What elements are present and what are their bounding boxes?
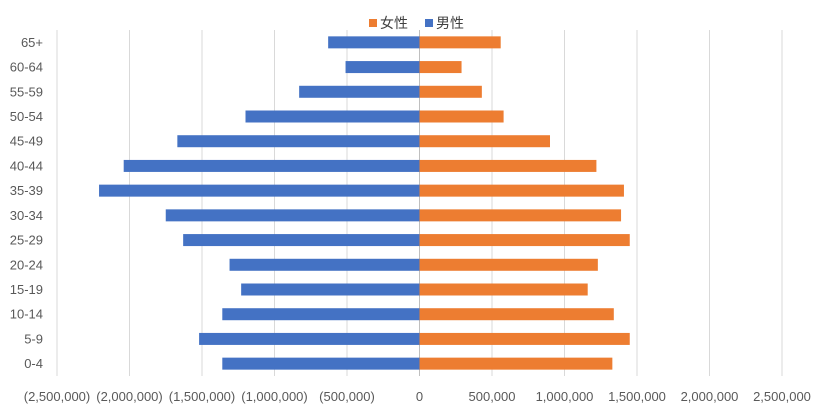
female-bar-30-34 bbox=[419, 209, 622, 222]
male-bar-65+ bbox=[328, 36, 420, 49]
male-bar-30-34 bbox=[165, 209, 420, 222]
male-bar-40-44 bbox=[123, 159, 420, 172]
female-bar-25-29 bbox=[419, 234, 630, 247]
x-tick-label: (500,000) bbox=[319, 389, 375, 404]
x-tick-label: (1,500,000) bbox=[169, 389, 236, 404]
female-bar-5-9 bbox=[419, 332, 630, 345]
y-tick-label: 45-49 bbox=[10, 134, 43, 149]
y-tick-label: 25-29 bbox=[10, 233, 43, 248]
y-tick-label: 40-44 bbox=[10, 158, 43, 173]
male-bar-60-64 bbox=[345, 61, 420, 74]
female-bar-10-14 bbox=[419, 308, 614, 321]
female-bar-0-4 bbox=[419, 357, 613, 370]
y-tick-label: 30-34 bbox=[10, 208, 43, 223]
x-tick-label: 0 bbox=[416, 389, 423, 404]
y-tick-label: 20-24 bbox=[10, 257, 43, 272]
male-bar-35-39 bbox=[99, 184, 420, 197]
female-bar-40-44 bbox=[419, 159, 597, 172]
female-bar-55-59 bbox=[419, 85, 482, 98]
female-bar-50-54 bbox=[419, 110, 504, 123]
male-bar-25-29 bbox=[183, 234, 420, 247]
legend: 女性 男性 bbox=[369, 15, 464, 32]
x-tick-label: (2,000,000) bbox=[96, 389, 163, 404]
female-bar-45-49 bbox=[419, 135, 550, 148]
male-bar-45-49 bbox=[177, 135, 420, 148]
legend-swatch-male bbox=[425, 19, 433, 27]
bars bbox=[99, 36, 630, 370]
y-tick-label: 35-39 bbox=[10, 183, 43, 198]
y-tick-label: 10-14 bbox=[10, 307, 43, 322]
y-tick-label: 0-4 bbox=[24, 356, 43, 371]
male-bar-5-9 bbox=[199, 332, 420, 345]
y-axis-labels: 0-4 5-9 10-14 15-19 20-24 25-29 30-34 35-39 40-4… bbox=[10, 35, 43, 371]
male-bar-10-14 bbox=[222, 308, 420, 321]
y-tick-label: 50-54 bbox=[10, 109, 43, 124]
x-axis-labels: (2,500,000) (2,000,000) (1,500,000) (1,000,… bbox=[24, 389, 811, 404]
y-tick-label: 55-59 bbox=[10, 84, 43, 99]
male-bar-55-59 bbox=[299, 85, 420, 98]
male-bar-50-54 bbox=[245, 110, 420, 123]
female-bar-60-64 bbox=[419, 61, 462, 74]
x-tick-label: 2,500,000 bbox=[753, 389, 811, 404]
x-tick-label: 2,000,000 bbox=[681, 389, 739, 404]
female-bar-15-19 bbox=[419, 283, 588, 296]
legend-swatch-female bbox=[369, 19, 377, 27]
legend-label-female: 女性 bbox=[380, 15, 408, 32]
female-bar-65+ bbox=[419, 36, 501, 49]
x-tick-label: 1,000,000 bbox=[536, 389, 594, 404]
legend-label-male: 男性 bbox=[436, 16, 464, 32]
male-bar-0-4 bbox=[222, 357, 420, 370]
female-bar-35-39 bbox=[419, 184, 624, 197]
x-tick-label: (1,000,000) bbox=[241, 389, 308, 404]
female-bar-20-24 bbox=[419, 258, 598, 271]
y-tick-label: 60-64 bbox=[10, 60, 43, 75]
male-bar-20-24 bbox=[229, 258, 420, 271]
x-tick-label: 1,500,000 bbox=[608, 389, 666, 404]
y-tick-label: 5-9 bbox=[24, 331, 43, 346]
gridlines bbox=[56, 30, 783, 376]
male-bar-15-19 bbox=[241, 283, 420, 296]
x-tick-label: (2,500,000) bbox=[24, 389, 91, 404]
x-tick-label: 500,000 bbox=[469, 389, 516, 404]
y-tick-label: 65+ bbox=[21, 35, 43, 50]
y-tick-label: 15-19 bbox=[10, 282, 43, 297]
